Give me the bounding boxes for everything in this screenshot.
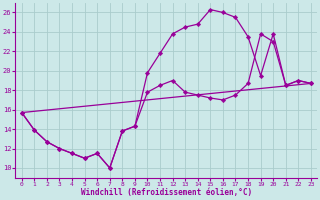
X-axis label: Windchill (Refroidissement éolien,°C): Windchill (Refroidissement éolien,°C) xyxy=(81,188,252,197)
